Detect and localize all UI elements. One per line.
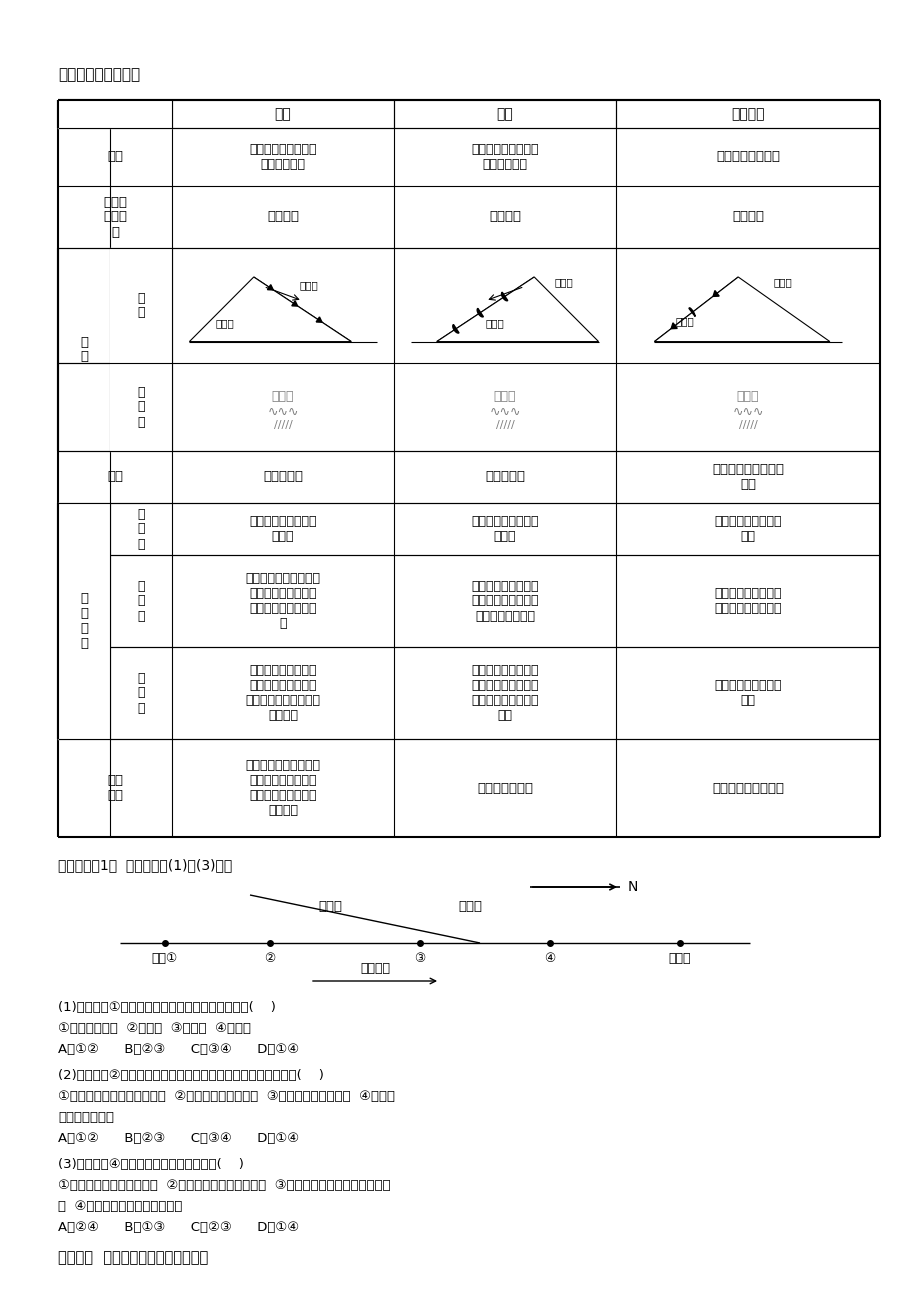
Text: 冷气团: 冷气团 (485, 319, 505, 328)
Text: 暖气团平衡抬升或爬
升，形成持续性降水: 暖气团平衡抬升或爬 升，形成持续性降水 (713, 587, 781, 615)
Text: 暖气团: 暖气团 (773, 277, 792, 286)
Polygon shape (688, 307, 695, 316)
Text: ④: ④ (544, 952, 555, 965)
Polygon shape (477, 309, 482, 316)
Text: 冷气团: 冷气团 (675, 316, 693, 327)
Text: 暖气团: 暖气团 (299, 280, 318, 290)
Text: 暖锋: 暖锋 (496, 107, 513, 121)
Text: 主要在锋后: 主要在锋后 (263, 470, 302, 483)
Text: 冷锋: 冷锋 (275, 107, 291, 121)
Polygon shape (712, 290, 719, 297)
Polygon shape (437, 277, 598, 341)
Polygon shape (452, 324, 459, 333)
Text: 锋面类型与天气特征: 锋面类型与天气特征 (58, 68, 140, 82)
Polygon shape (189, 277, 351, 341)
Text: 徐徐爬升: 徐徐爬升 (489, 211, 520, 224)
Text: 缓缓上滑: 缓缓上滑 (732, 211, 763, 224)
Text: A．①②      B．②③      C．③④      D．①④: A．①② B．②③ C．③④ D．①④ (58, 1043, 299, 1056)
Text: 暖气团: 暖气团 (554, 277, 573, 286)
Text: /////: ///// (495, 421, 514, 430)
Text: 单一暖气团控制，温
暖晴朗: 单一暖气团控制，温 暖晴朗 (249, 516, 316, 543)
Text: (2)北京处在②阶段时，如果有大风天气出现，可能的影响因素是(    ): (2)北京处在②阶段时，如果有大风天气出现，可能的影响因素是( ) (58, 1069, 323, 1082)
Polygon shape (267, 285, 273, 290)
Text: A．①②      B．②③      C．③④      D．①④: A．①② B．②③ C．③④ D．①④ (58, 1131, 299, 1144)
Text: 冷气团替代了原来暖
气团的位置，气压升
高，气温和湿度骤降，
天气晴朗: 冷气团替代了原来暖 气团的位置，气压升 高，气温和湿度骤降， 天气晴朗 (245, 664, 320, 723)
Text: (3)北京处在④阶段时，下列叙述正确的是(    ): (3)北京处在④阶段时，下列叙述正确的是( ) (58, 1157, 244, 1170)
Text: 单一冷气团控制，低
温晴朗: 单一冷气团控制，低 温晴朗 (471, 516, 539, 543)
Text: 暖气团
上升状
况: 暖气团 上升状 况 (103, 195, 127, 238)
Text: 北京①: 北京① (152, 952, 178, 965)
Text: 准静止锋: 准静止锋 (731, 107, 764, 121)
Polygon shape (316, 316, 322, 322)
Text: 过
境
时: 过 境 时 (137, 579, 144, 622)
Text: 探究点二  低气压、高气压系统与天气: 探究点二 低气压、高气压系统与天气 (58, 1250, 208, 1266)
Text: 图
示: 图 示 (80, 336, 88, 363)
Text: ～～～: ～～～ (494, 391, 516, 404)
Text: 冷暖气团势力相当: 冷暖气团势力相当 (715, 151, 779, 164)
Text: N: N (628, 880, 638, 894)
Text: 过
境
后: 过 境 后 (137, 672, 144, 715)
Text: 近地面: 近地面 (668, 952, 690, 965)
Text: 单一气团控制，天气
晴朗: 单一气团控制，天气 晴朗 (713, 680, 781, 707)
Text: 一场春雨一场暖: 一场春雨一场暖 (476, 781, 532, 794)
Text: 天
气
图: 天 气 图 (137, 385, 144, 428)
Text: ～～～: ～～～ (736, 391, 758, 404)
Text: ∿∿∿: ∿∿∿ (267, 405, 299, 418)
Text: 暖气团沿冷气团徐徐
爬升，冷却凝结产生
连续性云、雨天气: 暖气团沿冷气团徐徐 爬升，冷却凝结产生 连续性云、雨天气 (471, 579, 539, 622)
Text: 冷空气: 冷空气 (458, 901, 482, 914)
Text: 过
境
前: 过 境 前 (137, 508, 144, 551)
Text: ③: ③ (414, 952, 425, 965)
Text: 天气
实例: 天气 实例 (107, 773, 123, 802)
Text: ②: ② (264, 952, 276, 965)
Polygon shape (501, 292, 507, 301)
Text: 单一气团控制，天气
晴朗: 单一气团控制，天气 晴朗 (713, 516, 781, 543)
Text: A．②④      B．①③      C．②③      D．①④: A．②④ B．①③ C．②③ D．①④ (58, 1221, 299, 1234)
Text: 锋前、锋后均有、范
围大: 锋前、锋后均有、范 围大 (711, 464, 783, 491)
Text: 主要在锋前: 主要在锋前 (484, 470, 525, 483)
Text: 暖气团占据了原来冷
气团的位置，气温上
升、气压下降、天气
转晴: 暖气团占据了原来冷 气团的位置，气温上 升、气压下降、天气 转晴 (471, 664, 539, 723)
Text: /////: ///// (738, 421, 756, 430)
Text: 升  ④天气已转阴，出现降水迹象: 升 ④天气已转阴，出现降水迹象 (58, 1200, 182, 1213)
Text: 冷气团: 冷气团 (215, 319, 233, 328)
Text: 锋
图: 锋 图 (137, 292, 144, 319)
Text: 运动方向: 运动方向 (359, 962, 390, 975)
Text: 【考例探究1】  读图，完成(1)～(3)题。: 【考例探究1】 读图，完成(1)～(3)题。 (58, 858, 232, 872)
Text: ①天气晴朗温暖  ②气压高  ③天气阴  ④气压低: ①天气晴朗温暖 ②气压高 ③天气阴 ④气压低 (58, 1022, 251, 1035)
Text: ～～～: ～～～ (271, 391, 294, 404)
Text: ①冷锋移出本市，天气晴朗  ②暖锋移出本市，天气晴朗  ③冷空气已经变性，气温开始回: ①冷锋移出本市，天气晴朗 ②暖锋移出本市，天气晴朗 ③冷空气已经变性，气温开始回 (58, 1180, 391, 1193)
Text: ∿∿∿: ∿∿∿ (732, 405, 763, 418)
Text: (1)北京处在①阶段时，天气现象和气压分布状况是(    ): (1)北京处在①阶段时，天气现象和气压分布状况是( ) (58, 1001, 276, 1014)
Polygon shape (291, 301, 298, 306)
Text: 天
气
特
征: 天 气 特 征 (80, 592, 88, 650)
Text: ①锋面两侧水平气压梯度较大  ②冷气团移动速度很快  ③暖气团含有大量水汽  ④冷气团: ①锋面两侧水平气压梯度较大 ②冷气团移动速度很快 ③暖气团含有大量水汽 ④冷气团 (58, 1090, 394, 1103)
Text: 携带有大量沙尘: 携带有大量沙尘 (58, 1111, 114, 1124)
Text: 被迫抬升: 被迫抬升 (267, 211, 299, 224)
Text: 暖气团主动向冷气团
方向移动的锋: 暖气团主动向冷气团 方向移动的锋 (471, 143, 539, 171)
Polygon shape (671, 323, 676, 328)
Text: 我国大多数降水天气，
北方夏季的暴雨，冬
春季节的大风、沙尘
暴、寒潮: 我国大多数降水天气， 北方夏季的暴雨，冬 春季节的大风、沙尘 暴、寒潮 (245, 759, 320, 816)
Polygon shape (653, 277, 829, 341)
Text: 江淮地区的梅雨季节: 江淮地区的梅雨季节 (711, 781, 783, 794)
Text: 雨区: 雨区 (107, 470, 123, 483)
Text: 暖空气: 暖空气 (318, 901, 342, 914)
Text: ∿∿∿: ∿∿∿ (489, 405, 520, 418)
Text: 冷气团主动向暖气团
方向移动的锋: 冷气团主动向暖气团 方向移动的锋 (249, 143, 316, 171)
Text: 暖气团被冷气团抬升，
常出现阴天、下雨、
刮风、降温等天气现
象: 暖气团被冷气团抬升， 常出现阴天、下雨、 刮风、降温等天气现 象 (245, 572, 320, 630)
Text: /////: ///// (273, 421, 292, 430)
Text: 概念: 概念 (107, 151, 123, 164)
